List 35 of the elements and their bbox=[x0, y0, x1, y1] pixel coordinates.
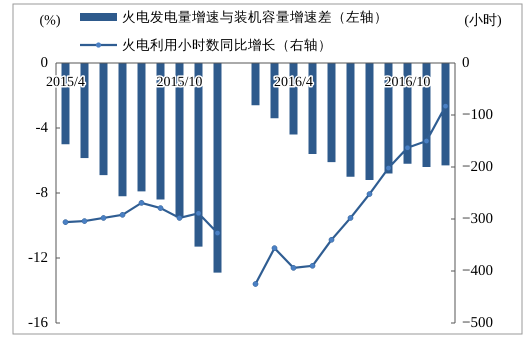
legend-label: 火电发电量增速与装机容量增速差（左轴） bbox=[122, 10, 388, 24]
point bbox=[196, 210, 202, 216]
y-tick-label: -12 bbox=[28, 250, 48, 266]
y-tick-label: -4 bbox=[36, 120, 48, 136]
point bbox=[424, 138, 430, 144]
y2-tick-label: 0 bbox=[462, 55, 470, 71]
point bbox=[404, 144, 410, 151]
point bbox=[328, 236, 334, 243]
point bbox=[158, 205, 164, 211]
point bbox=[310, 262, 316, 269]
y2-tick-label: −300 bbox=[462, 211, 493, 227]
point bbox=[442, 103, 448, 110]
point bbox=[100, 215, 106, 221]
y2-tick-label: −400 bbox=[462, 263, 493, 279]
point bbox=[214, 230, 220, 236]
point bbox=[272, 245, 278, 251]
y-tick-label: -8 bbox=[36, 185, 48, 201]
y2-tick-label: −500 bbox=[462, 315, 493, 331]
point bbox=[120, 212, 126, 218]
point bbox=[62, 219, 68, 225]
point bbox=[252, 281, 258, 287]
y2-tick-label: −100 bbox=[462, 107, 493, 123]
point bbox=[348, 215, 354, 221]
y-axis-title: (%) bbox=[40, 14, 61, 28]
y2-tick-label: −200 bbox=[462, 159, 493, 175]
point bbox=[366, 191, 372, 197]
point bbox=[386, 165, 392, 171]
point bbox=[82, 218, 88, 224]
y2-axis-title: (小时) bbox=[464, 12, 502, 28]
point bbox=[176, 215, 182, 221]
y-tick-label: 0 bbox=[40, 55, 48, 71]
point bbox=[138, 200, 144, 206]
point bbox=[290, 265, 296, 271]
legend-label: 火电利用小时数同比增长（右轴） bbox=[122, 38, 332, 52]
y-tick-label: -16 bbox=[28, 315, 48, 331]
